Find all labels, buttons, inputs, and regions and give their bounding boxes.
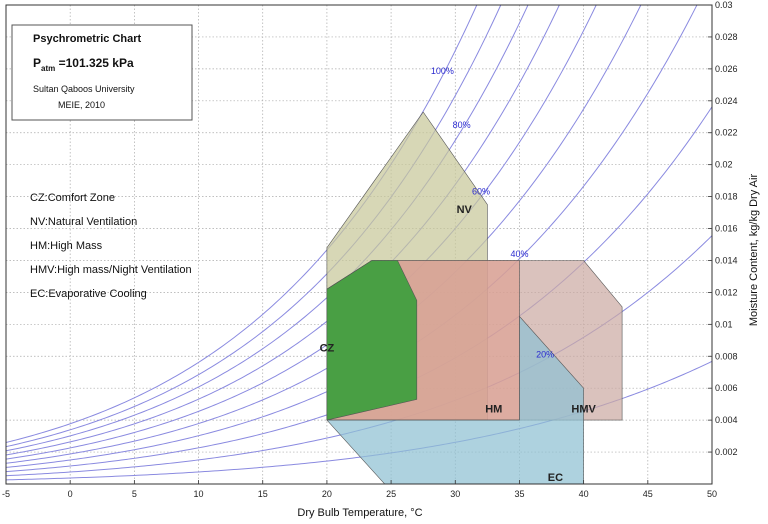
x-tick-label: 30 [450,489,460,499]
legend-item-hmv: HMV:High mass/Night Ventilation [30,264,192,276]
zone-label-hm: HM [485,403,502,415]
legend-item-cz: CZ:Comfort Zone [30,192,115,204]
x-tick-label: 10 [194,489,204,499]
zone-label-ec: EC [548,472,563,484]
legend-item-ec: EC:Evaporative Cooling [30,288,147,300]
zones [326,111,623,485]
x-tick-label: 15 [258,489,268,499]
y-tick-label: 0.02 [715,160,733,170]
x-tick-label: 5 [132,489,137,499]
x-tick-label: 25 [386,489,396,499]
info-box: Psychrometric Chart Patm =101.325 kPa Su… [11,24,193,121]
y-tick-label: 0.012 [715,287,738,297]
info-dept: MEIE, 2010 [58,100,105,110]
x-tick-label: 0 [68,489,73,499]
rh-label-20: 20% [536,350,554,360]
legend: CZ:Comfort Zone NV:Natural Ventilation H… [30,192,192,300]
zone-label-nv: NV [457,204,473,216]
x-axis-label: Dry Bulb Temperature, °C [297,507,422,519]
legend-item-nv: NV:Natural Ventilation [30,216,137,228]
x-tick-label: 35 [514,489,524,499]
y-tick-label: 0.026 [715,64,738,74]
info-box-frame [11,24,193,121]
x-tick-label: 40 [579,489,589,499]
y-axis-label: Moisture Content, kg/kg Dry Air [748,174,760,327]
info-org: Sultan Qaboos University [33,84,135,94]
zone-cz [326,260,418,421]
y-tick-label: 0.002 [715,447,738,457]
info-title: Psychrometric Chart [33,33,142,45]
legend-item-hm: HM:High Mass [30,240,103,252]
y-tick-label: 0.004 [715,415,738,425]
x-tick-label: 45 [643,489,653,499]
y-tick-label: 0.024 [715,96,738,106]
rh-label-100: 100% [431,66,454,76]
patm-value: =101.325 kPa [55,56,134,70]
curve-labels: 100% 80% 60% 40% 20% NV HMV HM EC CZ [320,66,597,484]
plot-frame [5,4,713,485]
y-tick-label: 0.014 [715,255,738,265]
rh-label-40: 40% [510,249,528,259]
x-tick-label: -5 [2,489,10,499]
ticks: -5 0 5 10 15 20 25 30 35 40 45 50 0.002 0.004 0.006 0.0… [2,0,738,499]
y-tick-label: 0.03 [715,0,733,10]
y-tick-label: 0.028 [715,32,738,42]
y-tick-label: 0.018 [715,192,738,202]
rh-label-80: 80% [453,120,471,130]
y-tick-label: 0.008 [715,351,738,361]
x-tick-label: 20 [322,489,332,499]
y-tick-label: 0.016 [715,224,738,234]
zone-label-cz: CZ [320,343,335,355]
y-tick-label: 0.022 [715,128,738,138]
rh-label-60: 60% [472,187,490,197]
patm-line: Patm =101.325 kPa [33,56,134,73]
patm-sub: atm [41,64,55,73]
y-tick-label: 0.006 [715,383,738,393]
zone-label-hmv: HMV [571,403,596,415]
y-tick-label: 0.01 [715,319,733,329]
patm-symbol: P [33,56,41,70]
x-tick-label: 50 [707,489,717,499]
